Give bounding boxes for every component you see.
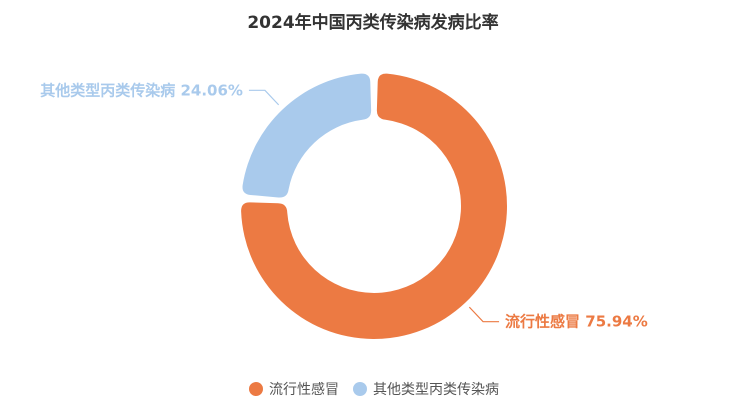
legend-label-1: 流行性感冒 (269, 381, 339, 398)
labels-group: 流行性感冒 75.94% 其他类型丙类传染病 24.06% (40, 81, 648, 330)
legend-item-1[interactable]: 流行性感冒 (249, 381, 339, 398)
legend-swatch-2 (353, 382, 367, 396)
legend-label-2: 其他类型丙类传染病 (373, 382, 499, 398)
slice-1 (241, 73, 507, 339)
slice-2 (242, 73, 372, 198)
slices-group (241, 73, 507, 339)
legend-item-2[interactable]: 其他类型丙类传染病 (353, 382, 499, 398)
legend: 流行性感冒 其他类型丙类传染病 (249, 381, 499, 398)
leader-line-1 (468, 306, 500, 323)
legend-swatch-1 (249, 382, 263, 396)
leader-line-2 (248, 89, 280, 106)
chart-title: 2024年中国丙类传染病发病比率 (247, 12, 498, 33)
slice-label-1: 流行性感冒 75.94% (505, 313, 648, 331)
slice-label-2: 其他类型丙类传染病 24.06% (40, 81, 243, 99)
